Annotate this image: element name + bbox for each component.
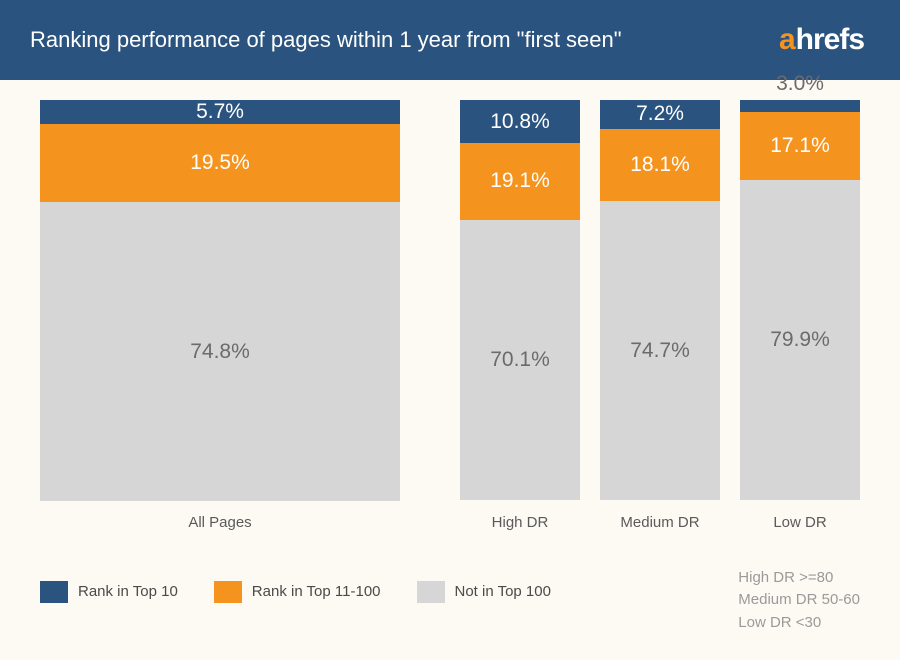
logo-text: hrefs [796,23,864,57]
footer: Rank in Top 10 Rank in Top 11-100 Not in T… [40,567,860,635]
segment-top11_100: 17.1% [740,112,860,180]
chart-area: 5.7% 19.5% 74.8% All Pages 10.8% 19.1% 70.1% H… [40,100,860,540]
note-line: Low DR <30 [738,612,860,635]
segment-not_top100: 79.9% [740,180,860,500]
header-bar: Ranking performance of pages within 1 ye… [0,0,900,80]
chart-title: Ranking performance of pages within 1 ye… [30,27,622,53]
legend-label: Rank in Top 11-100 [252,583,381,600]
bar-medium: 7.2% 18.1% 74.7% Medium DR [600,100,720,540]
bar-high: 10.8% 19.1% 70.1% High DR [460,100,580,540]
segment-label: 10.8% [490,110,550,134]
segment-top11_100: 19.1% [460,143,580,219]
segment-top10: 7.2% [600,100,720,129]
segment-label: 19.1% [490,169,550,193]
legend-label: Rank in Top 10 [78,583,178,600]
bar-low: 3.0% 17.1% 79.9% Low DR [740,100,860,540]
segment-top11_100: 19.5% [40,124,400,202]
segment-not_top100: 74.7% [600,201,720,500]
bar-stack: 3.0% 17.1% 79.9% [740,100,860,500]
segment-label: 70.1% [490,348,550,372]
segment-not_top100: 74.8% [40,202,400,501]
bar-group-dr: 10.8% 19.1% 70.1% High DR 7.2% 18.1% 74.7% Medi… [460,100,860,540]
segment-label: 18.1% [630,153,690,177]
segment-label: 17.1% [770,134,830,158]
ahrefs-logo: ahrefs [779,23,864,57]
bar-all: 5.7% 19.5% 74.8% All Pages [40,100,400,540]
bar-stack: 5.7% 19.5% 74.8% [40,100,400,500]
segment-top10: 3.0% [740,100,860,112]
chart-container: Ranking performance of pages within 1 ye… [0,0,900,660]
legend-item-not_top100: Not in Top 100 [417,581,551,603]
segment-label: 19.5% [190,151,250,175]
segment-label: 74.8% [190,340,250,364]
segment-label: 79.9% [770,328,830,352]
logo-accent: a [779,23,796,57]
segment-not_top100: 70.1% [460,220,580,500]
bar-caption: Low DR [740,500,860,540]
bar-caption: Medium DR [600,500,720,540]
legend: Rank in Top 10 Rank in Top 11-100 Not in T… [40,567,551,603]
bar-stack: 7.2% 18.1% 74.7% [600,100,720,500]
note-line: Medium DR 50-60 [738,589,860,612]
dr-notes: High DR >=80Medium DR 50-60Low DR <30 [738,567,860,635]
legend-item-top11_100: Rank in Top 11-100 [214,581,381,603]
segment-label: 5.7% [196,100,244,124]
bar-group-all: 5.7% 19.5% 74.8% All Pages [40,100,400,540]
segment-label: 74.7% [630,339,690,363]
segment-label: 7.2% [636,102,684,126]
segment-top10: 5.7% [40,100,400,124]
legend-swatch [40,581,68,603]
legend-swatch [417,581,445,603]
note-line: High DR >=80 [738,567,860,590]
bar-stack: 10.8% 19.1% 70.1% [460,100,580,500]
segment-top11_100: 18.1% [600,129,720,201]
legend-swatch [214,581,242,603]
segment-top10: 10.8% [460,100,580,143]
segment-label: 3.0% [740,72,860,96]
bar-caption: All Pages [40,500,400,540]
legend-label: Not in Top 100 [455,583,551,600]
bar-caption: High DR [460,500,580,540]
legend-item-top10: Rank in Top 10 [40,581,178,603]
